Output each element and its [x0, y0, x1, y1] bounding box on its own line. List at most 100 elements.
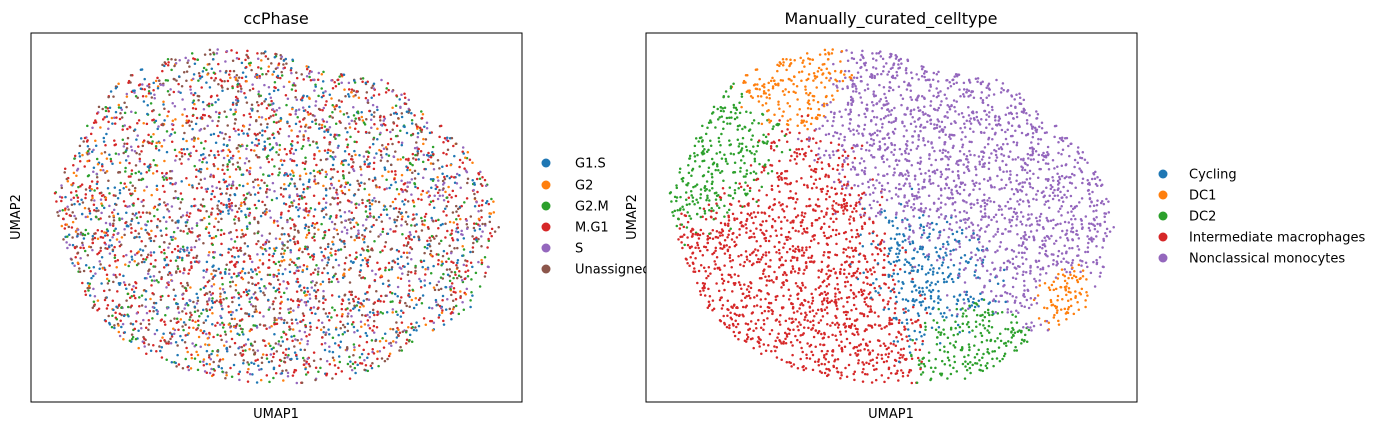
scatter-point — [393, 292, 397, 296]
scatter-point — [376, 310, 379, 313]
scatter-point — [423, 223, 426, 227]
scatter-point — [250, 260, 254, 264]
scatter-point — [265, 106, 269, 110]
scatter-point — [248, 255, 252, 258]
scatter-point — [179, 201, 183, 204]
scatter-point — [289, 68, 293, 72]
scatter-point — [436, 191, 440, 195]
scatter-point — [202, 286, 206, 289]
scatter-point — [266, 273, 270, 277]
scatter-point — [186, 304, 190, 307]
scatter-point — [290, 67, 293, 70]
scatter-point — [133, 186, 137, 190]
scatter-point — [115, 238, 119, 241]
scatter-point — [358, 305, 362, 309]
scatter-point — [441, 179, 445, 183]
scatter-point — [108, 264, 111, 267]
scatter-point — [912, 108, 916, 111]
scatter-point — [279, 344, 283, 348]
scatter-point — [116, 290, 119, 293]
scatter-point — [368, 193, 371, 196]
scatter-point — [1055, 311, 1059, 315]
scatter-point — [306, 371, 310, 374]
scatter-point — [831, 207, 834, 210]
scatter-point — [440, 311, 444, 315]
scatter-point — [324, 201, 328, 205]
scatter-point — [694, 185, 697, 188]
scatter-point — [391, 90, 394, 93]
scatter-point — [166, 89, 170, 93]
scatter-point — [373, 278, 377, 282]
scatter-point — [92, 266, 96, 269]
scatter-point — [296, 277, 299, 281]
scatter-point — [182, 271, 185, 275]
scatter-point — [252, 348, 255, 352]
scatter-point — [272, 286, 276, 289]
scatter-point — [289, 157, 292, 161]
scatter-point — [370, 202, 374, 206]
scatter-point — [169, 88, 172, 91]
scatter-point — [210, 306, 214, 309]
scatter-point — [237, 57, 241, 61]
scatter-point — [394, 173, 397, 176]
scatter-point — [932, 71, 936, 75]
scatter-point — [442, 319, 445, 323]
scatter-point — [273, 55, 277, 59]
scatter-point — [225, 184, 229, 188]
scatter-point — [268, 92, 271, 96]
scatter-point — [413, 169, 417, 173]
scatter-point — [191, 114, 195, 118]
scatter-point — [126, 127, 129, 131]
scatter-point — [264, 241, 268, 244]
scatter-point — [186, 61, 189, 65]
scatter-point — [212, 51, 215, 54]
scatter-point — [786, 219, 789, 222]
scatter-point — [267, 65, 271, 68]
scatter-point — [328, 319, 331, 322]
scatter-point — [149, 254, 153, 257]
scatter-point — [230, 255, 234, 258]
scatter-point — [323, 130, 326, 133]
scatter-point — [279, 316, 283, 320]
scatter-point — [436, 262, 440, 266]
scatter-point — [935, 321, 939, 325]
scatter-point — [819, 139, 822, 143]
scatter-point — [331, 155, 334, 159]
scatter-point — [278, 283, 282, 286]
scatter-point — [112, 222, 115, 226]
scatter-point — [187, 153, 191, 156]
scatter-point — [89, 245, 93, 249]
scatter-point — [214, 269, 218, 273]
scatter-point — [1008, 218, 1011, 221]
scatter-point — [1090, 222, 1093, 226]
scatter-point — [152, 81, 155, 85]
scatter-point — [208, 331, 211, 335]
scatter-point — [305, 267, 309, 271]
scatter-point — [201, 198, 205, 201]
scatter-point — [1029, 297, 1033, 300]
scatter-point — [313, 174, 316, 178]
scatter-point — [708, 294, 712, 298]
scatter-point — [414, 123, 418, 126]
scatter-point — [275, 142, 278, 145]
scatter-point — [166, 307, 169, 310]
scatter-point — [302, 183, 305, 186]
scatter-point — [227, 251, 230, 254]
scatter-point — [459, 296, 462, 300]
scatter-point — [478, 224, 481, 228]
scatter-point — [428, 131, 432, 135]
scatter-point — [886, 302, 890, 306]
scatter-point — [100, 152, 103, 155]
scatter-point — [221, 89, 224, 92]
scatter-point — [250, 103, 254, 107]
scatter-point — [299, 320, 302, 324]
scatter-point — [406, 181, 409, 184]
scatter-point — [350, 323, 354, 326]
scatter-point — [212, 132, 216, 136]
scatter-point — [815, 86, 818, 89]
scatter-point — [225, 50, 229, 53]
scatter-point — [745, 295, 749, 298]
scatter-point — [317, 370, 320, 373]
scatter-point — [200, 75, 204, 78]
scatter-point — [88, 294, 92, 297]
